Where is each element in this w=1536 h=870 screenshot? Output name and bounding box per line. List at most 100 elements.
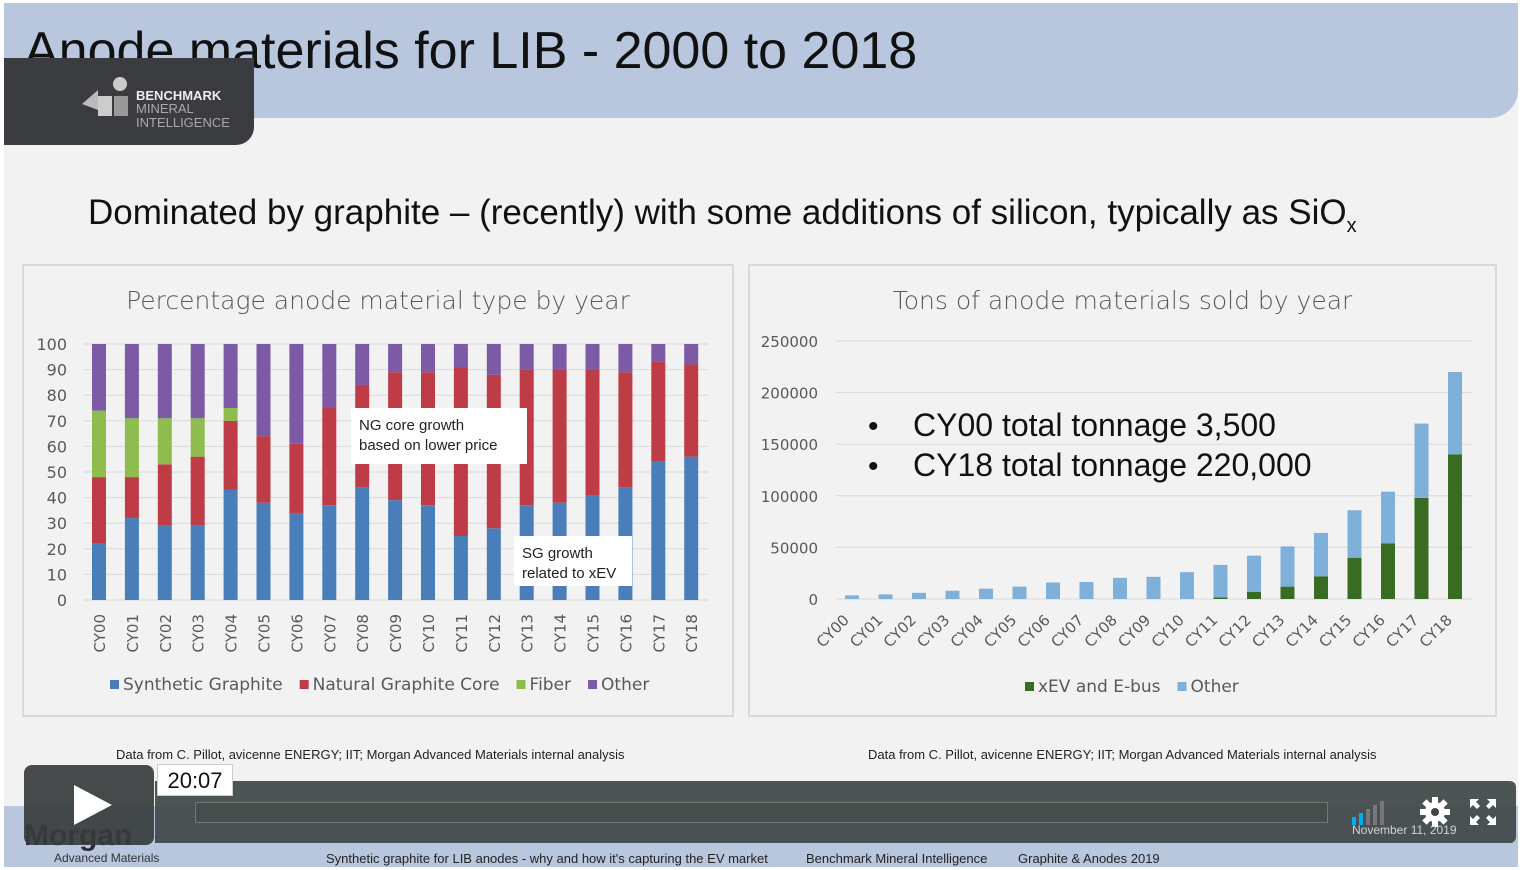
bar-segment-natural-graphite-core bbox=[289, 443, 304, 513]
right-chart-title: Tons of anode materials sold by year bbox=[892, 286, 1353, 315]
bar-segment-synthetic-graphite bbox=[486, 528, 501, 600]
bar-segment-synthetic-graphite bbox=[421, 505, 435, 600]
x-tick-label: CY02 bbox=[157, 614, 175, 652]
tonnage-annotation: CY18 total tonnage 220,000 bbox=[913, 447, 1312, 483]
x-tick-label: CY16 bbox=[1349, 611, 1389, 651]
bar-segment-natural-graphite-core bbox=[552, 369, 567, 503]
bar-segment-natural-graphite-core bbox=[651, 361, 666, 462]
bar-segment-other bbox=[651, 344, 666, 362]
legend-swatch bbox=[299, 680, 309, 689]
bar-segment-fiber bbox=[92, 410, 106, 478]
bar-segment-natural-graphite-core bbox=[618, 372, 633, 488]
left-chart-title: Percentage anode material type by year bbox=[126, 286, 630, 315]
bar-segment-other bbox=[289, 344, 304, 444]
x-tick-label: CY16 bbox=[617, 614, 635, 652]
legend-label: Synthetic Graphite bbox=[123, 675, 283, 695]
left-source-note: Data from C. Pillot, avicenne ENERGY; II… bbox=[116, 747, 625, 762]
x-tick-label: CY12 bbox=[486, 614, 504, 652]
bar-segment-other bbox=[256, 344, 271, 437]
x-tick-label: CY17 bbox=[1382, 611, 1422, 651]
bar-segment-other bbox=[1381, 491, 1395, 544]
legend-swatch bbox=[1025, 682, 1034, 691]
bar-segment-xev-and-e-bus bbox=[1448, 454, 1462, 599]
x-tick-label: CY06 bbox=[1014, 611, 1054, 651]
bar-segment-other bbox=[355, 344, 370, 385]
sg-annotation-text: SG growth bbox=[522, 545, 593, 562]
bar-segment-synthetic-graphite bbox=[684, 456, 699, 600]
y-tick-label: 150000 bbox=[761, 436, 818, 454]
x-tick-label: CY03 bbox=[913, 611, 953, 651]
footer-org: Benchmark Mineral Intelligence bbox=[806, 851, 988, 866]
y-tick-label: 200000 bbox=[761, 385, 818, 403]
bar-segment-other bbox=[1314, 532, 1328, 577]
bar-segment-xev-and-e-bus bbox=[1280, 586, 1295, 599]
bar-segment-other bbox=[1079, 581, 1094, 599]
x-tick-label: CY04 bbox=[947, 611, 987, 651]
y-tick-label: 30 bbox=[47, 514, 67, 533]
bar-segment-natural-graphite-core bbox=[223, 420, 238, 490]
x-tick-label: CY12 bbox=[1215, 611, 1255, 651]
bar-segment-synthetic-graphite bbox=[124, 518, 139, 600]
tonnage-bullet: • bbox=[868, 450, 879, 483]
bar-segment-xev-and-e-bus bbox=[1213, 597, 1228, 599]
tonnage-bullet: • bbox=[868, 410, 879, 443]
slide-subtitle: Dominated by graphite – (recently) with … bbox=[88, 193, 1357, 238]
x-tick-label: CY07 bbox=[1047, 611, 1087, 651]
bar-segment-other bbox=[190, 344, 205, 419]
play-button[interactable] bbox=[24, 765, 154, 845]
gear-icon[interactable] bbox=[1417, 794, 1453, 830]
x-tick-label: CY07 bbox=[321, 614, 339, 652]
ng-annotation-text: NG core growth bbox=[359, 417, 464, 434]
bar-segment-synthetic-graphite bbox=[92, 543, 106, 600]
bar-segment-other bbox=[552, 344, 567, 370]
fullscreen-icon[interactable] bbox=[1468, 797, 1498, 827]
bar-segment-other bbox=[1012, 586, 1027, 599]
x-tick-label: CY01 bbox=[846, 611, 886, 651]
bar-segment-natural-graphite-core bbox=[92, 477, 106, 544]
x-tick-label: CY13 bbox=[1248, 611, 1288, 651]
bar-segment-other bbox=[1347, 510, 1362, 558]
title-band bbox=[4, 3, 1518, 118]
y-tick-label: 90 bbox=[47, 361, 67, 380]
bar-segment-synthetic-graphite bbox=[223, 489, 238, 600]
bar-segment-xev-and-e-bus bbox=[1414, 497, 1429, 599]
bar-segment-other bbox=[519, 344, 534, 370]
x-tick-label: CY10 bbox=[420, 614, 438, 652]
bar-segment-xev-and-e-bus bbox=[1247, 591, 1261, 599]
bar-segment-fiber bbox=[223, 408, 238, 421]
x-tick-label: CY02 bbox=[880, 611, 920, 651]
bar-segment-other bbox=[979, 588, 993, 599]
bar-segment-xev-and-e-bus bbox=[1314, 576, 1328, 599]
x-tick-label: CY09 bbox=[387, 614, 405, 652]
progress-bar[interactable] bbox=[195, 802, 1328, 823]
y-tick-label: 50000 bbox=[770, 539, 818, 557]
bar-segment-fiber bbox=[124, 418, 139, 478]
bar-segment-synthetic-graphite bbox=[289, 512, 304, 600]
bar-segment-natural-graphite-core bbox=[684, 364, 699, 457]
x-tick-label: CY14 bbox=[1282, 611, 1322, 651]
x-tick-label: CY11 bbox=[453, 614, 471, 652]
legend-swatch bbox=[1177, 682, 1187, 691]
legend-swatch bbox=[588, 680, 598, 689]
bar-segment-other bbox=[223, 344, 238, 408]
y-tick-label: 60 bbox=[47, 437, 67, 456]
legend-label: Other bbox=[1191, 677, 1239, 697]
x-tick-label: CY04 bbox=[223, 614, 241, 652]
player-control-bar bbox=[155, 781, 1516, 843]
bar-segment-other bbox=[1180, 572, 1194, 599]
bar-segment-natural-graphite-core bbox=[124, 477, 139, 519]
footer-event: Graphite & Anodes 2019 bbox=[1018, 851, 1160, 866]
bar-segment-natural-graphite-core bbox=[256, 436, 271, 503]
footer-talk: Synthetic graphite for LIB anodes - why … bbox=[326, 851, 768, 866]
quality-bars-icon[interactable] bbox=[1350, 799, 1410, 829]
time-tooltip: 20:07 bbox=[157, 764, 233, 796]
bar-segment-natural-graphite-core bbox=[190, 456, 205, 526]
x-tick-label: CY06 bbox=[288, 614, 306, 652]
y-tick-label: 0 bbox=[808, 591, 818, 609]
bar-segment-fiber bbox=[190, 418, 205, 457]
x-tick-label: CY09 bbox=[1114, 611, 1154, 651]
x-tick-label: CY08 bbox=[354, 614, 372, 652]
bar-segment-other bbox=[1414, 423, 1429, 498]
ng-annotation-text: based on lower price bbox=[359, 437, 497, 454]
